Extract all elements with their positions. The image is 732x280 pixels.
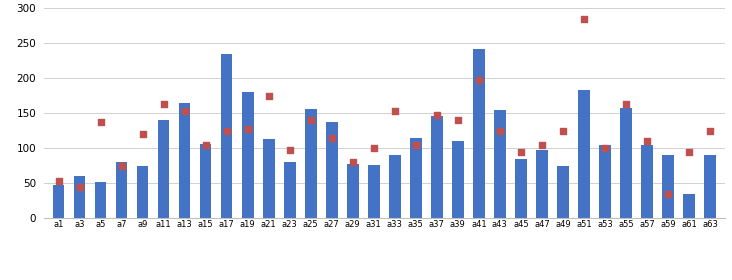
Point [410,143,422,147]
Bar [242,92,253,218]
Bar [305,109,316,218]
Bar [410,138,422,218]
Bar [452,141,463,218]
Point [473,78,485,82]
Bar [683,194,695,218]
Point [683,150,695,154]
Bar [557,166,569,218]
Point [620,102,632,107]
Point [179,109,190,114]
Point [704,129,716,133]
Point [242,127,253,131]
Point [95,120,107,124]
Bar [179,103,190,218]
Point [74,185,86,189]
Point [326,136,337,140]
Point [53,179,64,184]
Point [515,150,527,154]
Point [536,143,548,147]
Bar [620,108,632,218]
Bar [221,54,233,218]
Point [557,129,569,133]
Point [494,129,506,133]
Bar [704,155,716,218]
Point [347,160,359,165]
Bar [95,182,106,218]
Bar [347,164,359,218]
Bar [74,176,86,218]
Point [137,132,149,137]
Point [431,113,443,117]
Point [389,109,400,114]
Point [284,148,296,152]
Point [662,192,674,196]
Point [599,146,610,151]
Bar [473,49,485,218]
Bar [284,162,296,218]
Bar [263,139,274,218]
Point [116,164,127,168]
Point [641,139,653,144]
Bar [326,122,337,218]
Point [368,146,380,151]
Point [452,118,463,122]
Point [200,143,212,147]
Bar [494,110,506,218]
Bar [536,150,548,218]
Bar [641,145,653,218]
Bar [53,185,64,218]
Bar [137,166,149,218]
Bar [389,155,400,218]
Point [305,118,317,123]
Bar [578,90,590,218]
Bar [662,155,673,218]
Bar [368,165,380,218]
Point [578,17,590,21]
Bar [599,145,610,218]
Bar [515,159,526,218]
Bar [200,143,212,218]
Bar [431,115,443,218]
Point [263,94,274,98]
Bar [116,162,127,218]
Point [221,129,233,133]
Point [158,102,170,107]
Bar [158,120,170,218]
